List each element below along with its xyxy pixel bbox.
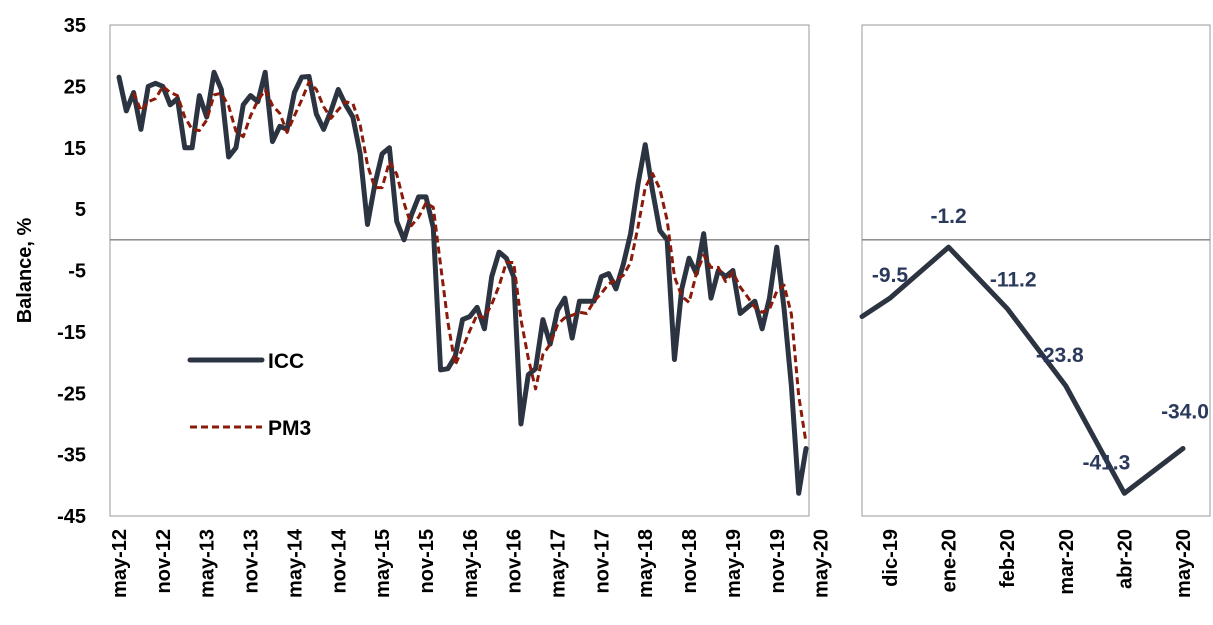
data-label: -41.3 [1082,451,1130,474]
x-tick-label: nov-13 [241,529,263,593]
y-tick-label: -35 [57,445,86,467]
x-tick-label: may-19 [723,529,745,598]
x-tick-label: feb-20 [997,529,1019,588]
y-tick-label: 25 [64,76,86,98]
data-label: -23.8 [1036,344,1084,367]
x-tick-label: nov-18 [679,529,701,593]
y-tick-label: 35 [64,15,86,37]
x-tick-label: nov-16 [504,529,526,593]
y-axis-title: Balance, % [14,217,36,323]
x-tick-label: may-17 [548,529,570,598]
x-tick-label: may-15 [372,529,394,598]
x-tick-label: nov-19 [767,529,789,593]
y-tick-label: -15 [57,322,86,344]
x-tick-label: may-20 [1173,529,1195,598]
y-tick-label: -25 [57,383,86,405]
data-label: -1.2 [931,205,967,228]
x-tick-label: dic-19 [880,529,902,587]
x-tick-label: may-14 [284,528,306,598]
series-line-icc-recent [859,244,1186,496]
x-tick-label: nov-12 [153,529,175,593]
series-line-pm3 [132,80,808,443]
x-tick-label: may-13 [197,529,219,598]
x-tick-label: may-16 [460,529,482,598]
data-label: -9.5 [872,264,909,287]
y-tick-label: -45 [57,506,86,528]
x-tick-label: nov-15 [416,529,438,593]
right-plot-frame [861,24,1211,517]
x-tick-label: abr-20 [1114,529,1136,589]
x-tick-label: nov-14 [328,528,350,593]
series-line-icc [116,69,809,496]
legend-label-pm3: PM3 [268,417,311,440]
x-tick-label: may-20 [811,529,833,598]
data-label: -34.0 [1161,400,1209,423]
y-tick-label: 15 [64,138,86,160]
legend-label-icc: ICC [268,350,304,373]
left-plot-frame [109,24,810,517]
x-tick-label: mar-20 [1056,529,1078,595]
x-tick-label: nov-17 [591,529,613,593]
x-tick-label: may-18 [635,529,657,598]
y-tick-label: -5 [68,261,86,283]
data-label: -11.2 [990,269,1037,292]
x-tick-label: may-12 [109,529,131,598]
y-tick-label: 5 [75,199,86,221]
x-tick-label: ene-20 [939,529,961,592]
